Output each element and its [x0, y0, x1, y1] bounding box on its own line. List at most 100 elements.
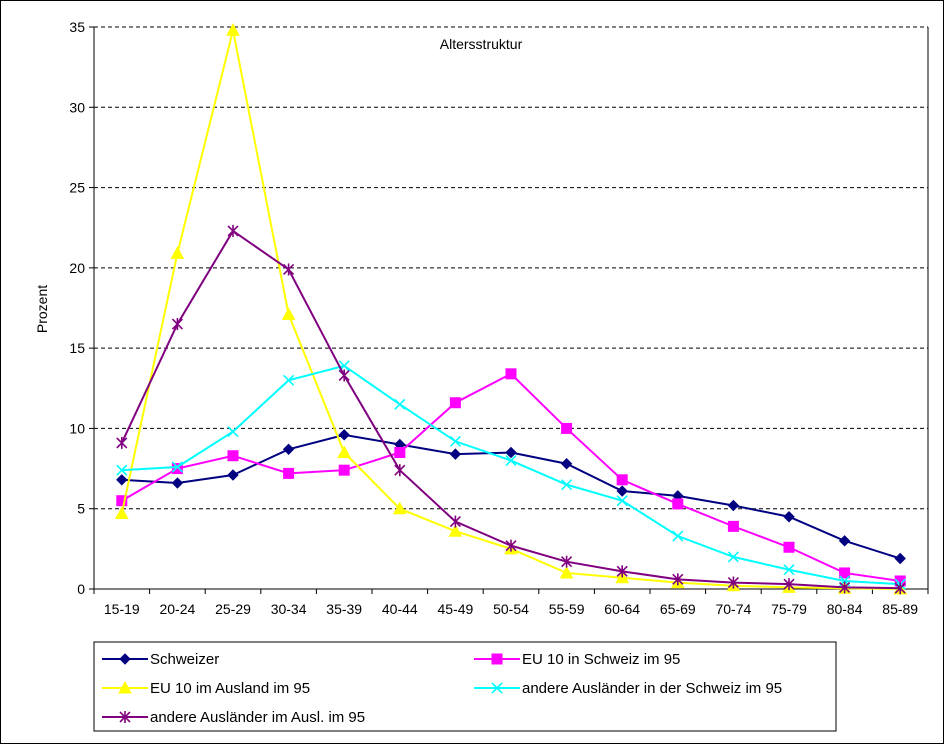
data-point	[114, 506, 129, 520]
data-point	[727, 551, 739, 563]
data-point	[171, 477, 184, 489]
x-tick-label: 25-29	[215, 601, 251, 617]
marker-stroke	[783, 564, 795, 576]
x-tick-label: 65-69	[660, 601, 696, 617]
marker-stroke	[394, 398, 406, 410]
data-point	[227, 224, 239, 237]
series-1	[116, 429, 906, 565]
data-point	[616, 474, 628, 486]
data-point	[783, 564, 795, 576]
x-tick-label: 55-59	[549, 601, 585, 617]
marker-stroke	[283, 374, 295, 386]
data-point	[894, 582, 906, 595]
data-point	[116, 464, 128, 476]
axes: 0 5 10 15 20 25 30 35 15-19 20-24 25-29 30-34 35-39 4…	[69, 19, 929, 617]
legend-item: Schweizer	[102, 651, 219, 668]
data-point	[561, 422, 573, 434]
x-tick-label: 40-44	[382, 601, 418, 617]
legend-label: Schweizer	[150, 651, 219, 668]
data-point	[449, 515, 461, 528]
series-5	[116, 224, 906, 595]
legend-box	[93, 641, 837, 732]
x-tick-label: 20-24	[159, 601, 195, 617]
data-point	[505, 539, 517, 552]
data-point	[838, 535, 851, 547]
marker-stroke	[616, 495, 628, 507]
data-point	[226, 23, 240, 36]
data-point	[338, 464, 350, 476]
legend-label: EU 10 im Ausland im 95	[150, 680, 310, 697]
series-line	[120, 229, 901, 590]
data-point	[449, 397, 461, 409]
x-tick-label: 80-84	[827, 601, 863, 617]
marker-stroke	[672, 530, 684, 542]
data-point	[338, 369, 350, 382]
data-point	[282, 443, 295, 456]
y-tick-label: 30	[69, 99, 85, 115]
data-point	[783, 511, 795, 523]
x-tick-label: 75-79	[771, 601, 807, 617]
marker-stroke	[505, 454, 517, 467]
data-point	[283, 263, 295, 276]
marker-stroke	[449, 435, 461, 447]
data-point	[337, 445, 352, 459]
marker-stroke	[561, 479, 573, 491]
data-point	[171, 318, 183, 331]
data-point	[449, 448, 462, 460]
y-tick-label: 35	[69, 19, 85, 35]
legend-label: andere Ausländer im Ausl. im 95	[150, 709, 365, 726]
data-point	[392, 501, 407, 515]
legend: Schweizer EU 10 in Schweiz im 95 EU 10 im …	[93, 641, 837, 732]
data-point	[505, 368, 517, 380]
marker-stroke	[171, 461, 183, 473]
data-point	[283, 467, 295, 479]
data-point	[505, 454, 517, 467]
data-point	[727, 499, 740, 512]
legend-item: andere Ausländer in der Schweiz im 95	[474, 680, 782, 697]
x-tick-label: 35-39	[326, 601, 362, 617]
data-point	[448, 524, 463, 537]
data-point	[281, 307, 296, 320]
data-point	[116, 436, 128, 449]
x-tick-label: 85-89	[882, 601, 918, 617]
data-point	[505, 446, 517, 459]
x-tick-label: 70-74	[715, 601, 751, 617]
series-layer	[114, 23, 908, 595]
data-point	[171, 461, 183, 473]
data-point	[170, 246, 185, 259]
data-point	[894, 552, 906, 565]
data-point	[727, 520, 739, 532]
data-point	[338, 429, 350, 441]
x-tick-label: 15-19	[104, 601, 140, 617]
data-point	[672, 498, 684, 510]
data-point	[616, 495, 628, 507]
gridlines	[94, 26, 928, 510]
marker-stroke	[227, 426, 239, 438]
data-point	[394, 398, 406, 410]
data-point	[227, 450, 239, 462]
marker-stroke	[116, 464, 128, 476]
data-point	[672, 573, 684, 586]
y-tick-label: 25	[69, 180, 85, 196]
legend-marker	[119, 711, 131, 723]
y-tick-label: 10	[69, 420, 85, 436]
data-point	[560, 458, 573, 470]
data-point	[616, 485, 628, 497]
series-line	[120, 29, 901, 590]
data-point	[227, 426, 239, 438]
series-4	[116, 360, 906, 590]
x-tick-label: 50-54	[493, 601, 529, 617]
data-point	[616, 565, 628, 578]
data-point	[559, 565, 574, 579]
data-point	[116, 495, 128, 507]
legend-marker	[491, 653, 503, 665]
legend-marker	[118, 680, 132, 694]
data-point	[561, 479, 573, 491]
data-point	[116, 474, 128, 486]
y-tick-label: 20	[69, 260, 85, 276]
series-2	[116, 368, 906, 587]
data-point	[727, 576, 739, 589]
data-point	[561, 555, 573, 568]
